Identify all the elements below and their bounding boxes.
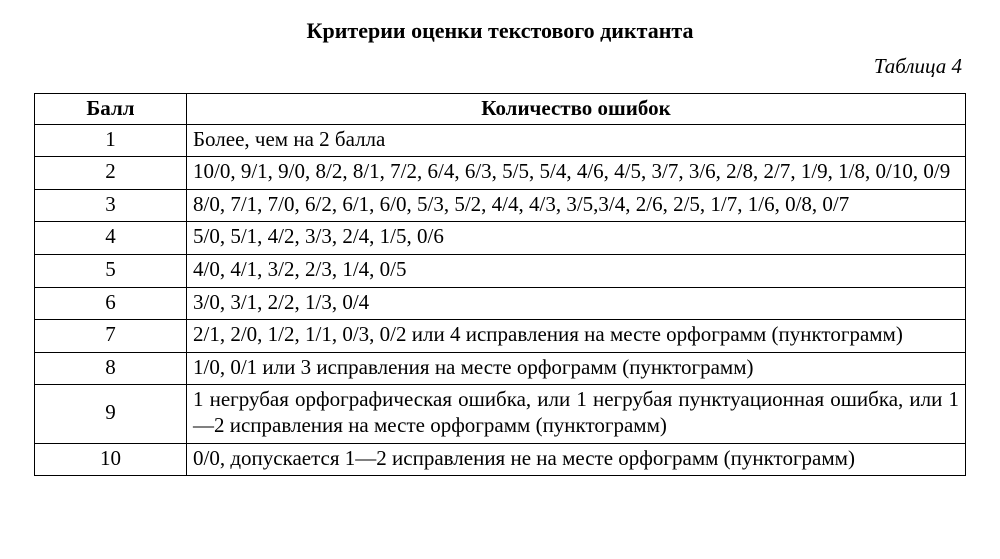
page-title: Критерии оценки текстового диктанта: [34, 18, 966, 44]
table-body: 1Более, чем на 2 балла210/0, 9/1, 9/0, 8…: [35, 124, 966, 476]
table-row: 81/0, 0/1 или 3 исправления на месте орф…: [35, 352, 966, 385]
cell-score: 10: [35, 443, 187, 476]
cell-desc: 8/0, 7/1, 7/0, 6/2, 6/1, 6/0, 5/3, 5/2, …: [187, 189, 966, 222]
table-row: 38/0, 7/1, 7/0, 6/2, 6/1, 6/0, 5/3, 5/2,…: [35, 189, 966, 222]
cell-desc: 2/1, 2/0, 1/2, 1/1, 0/3, 0/2 или 4 испра…: [187, 320, 966, 353]
table-row: 54/0, 4/1, 3/2, 2/3, 1/4, 0/5: [35, 255, 966, 288]
table-row: 63/0, 3/1, 2/2, 1/3, 0/4: [35, 287, 966, 320]
table-header-row: Балл Количество ошибок: [35, 94, 966, 125]
cell-desc: 5/0, 5/1, 4/2, 3/3, 2/4, 1/5, 0/6: [187, 222, 966, 255]
cell-desc: 0/0, допускается 1—2 исправления не на м…: [187, 443, 966, 476]
cell-desc: 4/0, 4/1, 3/2, 2/3, 1/4, 0/5: [187, 255, 966, 288]
table-row: 72/1, 2/0, 1/2, 1/1, 0/3, 0/2 или 4 испр…: [35, 320, 966, 353]
cell-score: 6: [35, 287, 187, 320]
table-caption: Таблица 4: [34, 54, 966, 79]
table-row: 91 негрубая орфографическая ошибка, или …: [35, 385, 966, 443]
cell-desc: Более, чем на 2 балла: [187, 124, 966, 157]
cell-score: 7: [35, 320, 187, 353]
cell-score: 9: [35, 385, 187, 443]
cell-score: 5: [35, 255, 187, 288]
table-row: 1Более, чем на 2 балла: [35, 124, 966, 157]
header-score: Балл: [35, 94, 187, 125]
table-row: 210/0, 9/1, 9/0, 8/2, 8/1, 7/2, 6/4, 6/3…: [35, 157, 966, 190]
criteria-table: Балл Количество ошибок 1Более, чем на 2 …: [34, 93, 966, 476]
cell-score: 3: [35, 189, 187, 222]
table-row: 100/0, допускается 1—2 исправления не на…: [35, 443, 966, 476]
cell-desc: 1 негрубая орфографическая ошибка, или 1…: [187, 385, 966, 443]
cell-score: 2: [35, 157, 187, 190]
cell-score: 1: [35, 124, 187, 157]
cell-desc: 3/0, 3/1, 2/2, 1/3, 0/4: [187, 287, 966, 320]
table-row: 45/0, 5/1, 4/2, 3/3, 2/4, 1/5, 0/6: [35, 222, 966, 255]
cell-score: 8: [35, 352, 187, 385]
cell-desc: 10/0, 9/1, 9/0, 8/2, 8/1, 7/2, 6/4, 6/3,…: [187, 157, 966, 190]
header-errors: Количество ошибок: [187, 94, 966, 125]
cell-score: 4: [35, 222, 187, 255]
cell-desc: 1/0, 0/1 или 3 исправления на месте орфо…: [187, 352, 966, 385]
